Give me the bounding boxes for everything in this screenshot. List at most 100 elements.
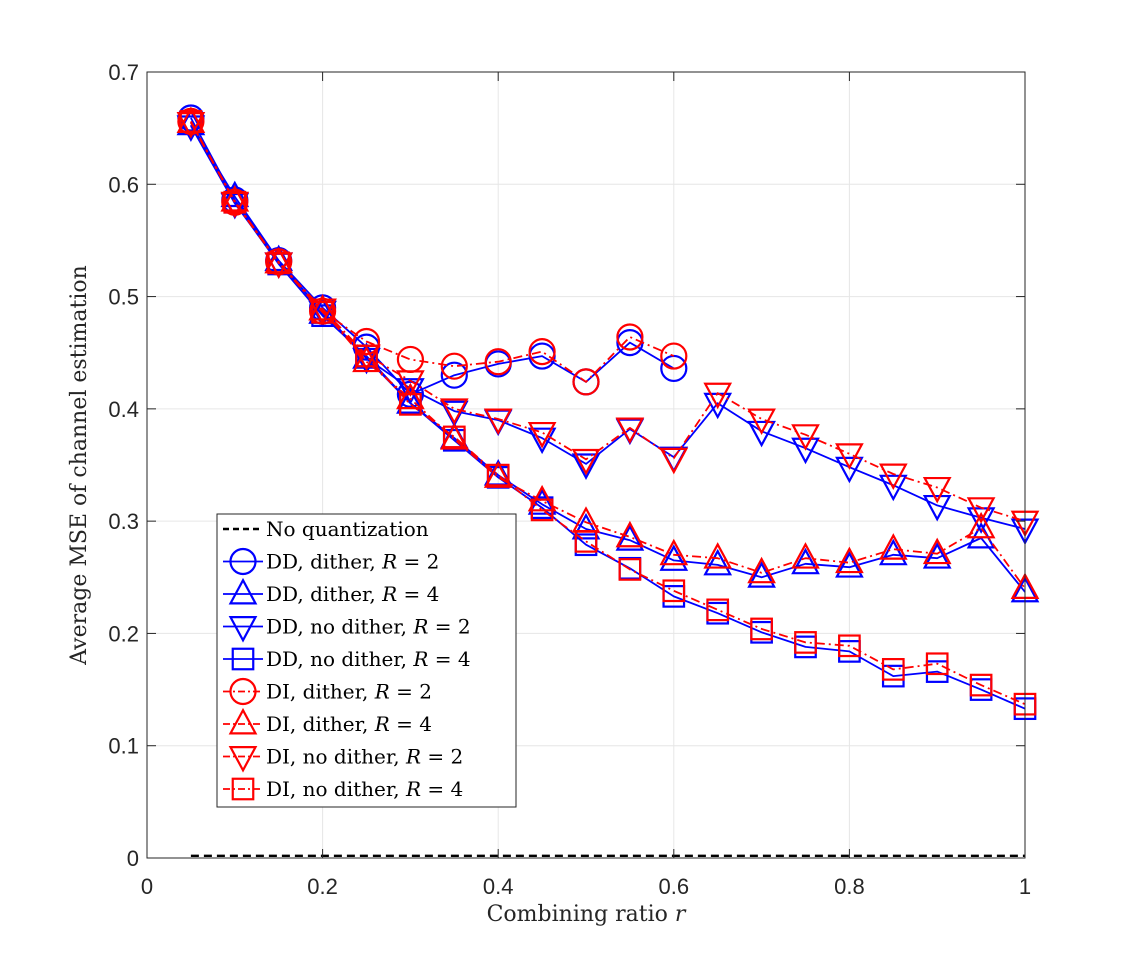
x-tick-label: 0.8 xyxy=(834,874,865,899)
legend-marker xyxy=(228,746,258,773)
data-point-marker xyxy=(571,448,601,476)
data-point-marker xyxy=(618,558,642,581)
legend-marker xyxy=(231,647,255,671)
legend-marker xyxy=(229,547,257,576)
data-point-marker xyxy=(659,544,689,571)
data-point-marker xyxy=(881,658,905,681)
series-di-no-dither-r-4 xyxy=(179,110,1037,716)
data-point-marker xyxy=(922,476,952,504)
series-line xyxy=(190,122,1026,522)
legend-item-di-no-dither-r-2: DI, no dither, R = 2 xyxy=(223,745,463,773)
data-point-marker xyxy=(966,497,996,524)
legend-marker xyxy=(228,616,258,643)
data-point-marker xyxy=(439,423,469,450)
data-point-marker xyxy=(615,417,645,445)
legend-label: DD, no dither, R = 2 xyxy=(266,615,471,639)
legend-item-dd-no-dither-r-2: DD, no dither, R = 2 xyxy=(223,615,471,643)
data-point-marker xyxy=(878,538,908,566)
data-point-marker xyxy=(791,547,820,575)
data-point-marker xyxy=(659,538,689,566)
y-tick-label: 0.1 xyxy=(108,734,139,759)
legend-label: DD, dither, R = 2 xyxy=(266,550,439,574)
x-tick-label: 0 xyxy=(141,874,153,899)
data-point-marker xyxy=(922,542,952,569)
data-point-marker xyxy=(969,673,993,697)
data-point-marker xyxy=(925,652,949,676)
data-point-marker xyxy=(396,378,425,405)
legend-marker xyxy=(228,707,258,735)
series-layer xyxy=(176,104,1040,857)
data-point-marker xyxy=(308,293,337,321)
legend-item-no-quantization: No quantization xyxy=(223,517,429,541)
data-point-marker xyxy=(530,498,554,522)
data-point-marker xyxy=(747,561,776,588)
data-point-marker xyxy=(791,437,820,465)
data-point-marker xyxy=(791,424,820,451)
legend-label: DI, dither, R = 4 xyxy=(266,712,432,736)
data-point-marker xyxy=(352,345,381,373)
y-tick-label: 0.7 xyxy=(108,60,139,85)
data-point-marker xyxy=(308,298,337,325)
legend-item-di-dither-r-2: DI, dither, R = 2 xyxy=(223,677,432,706)
ticks: 0 0.2 0.4 0.6 0.8 1 0 0.1 0.2 0.3 0.4 0.5 0.6 0.7 xyxy=(108,60,1031,899)
legend-item-dd-dither-r-4: DD, dither, R = 4 xyxy=(223,577,439,606)
legend-label: DI, no dither, R = 4 xyxy=(266,777,463,801)
data-point-marker xyxy=(442,425,466,449)
data-point-marker xyxy=(922,494,952,522)
data-point-marker xyxy=(616,323,644,351)
data-point-marker xyxy=(440,352,468,380)
data-point-marker xyxy=(835,551,864,578)
data-point-marker xyxy=(835,546,864,574)
legend-label: No quantization xyxy=(266,517,429,541)
data-point-marker xyxy=(220,185,250,212)
data-point-marker xyxy=(703,542,733,569)
data-point-marker xyxy=(571,453,601,480)
data-point-marker xyxy=(966,521,996,549)
data-point-marker xyxy=(176,115,206,142)
data-point-marker xyxy=(483,408,513,436)
legend-item-dd-dither-r-2: DD, dither, R = 2 xyxy=(223,547,439,576)
y-tick-label: 0 xyxy=(127,846,139,871)
data-point-marker xyxy=(838,634,861,658)
x-tick-label: 0.6 xyxy=(659,874,690,899)
data-point-marker xyxy=(750,617,773,641)
data-point-marker xyxy=(439,398,469,425)
legend-marker xyxy=(229,677,257,706)
data-point-marker xyxy=(922,537,952,565)
y-tick-label: 0.3 xyxy=(108,509,139,534)
data-point-marker xyxy=(267,251,291,275)
data-point-marker xyxy=(176,112,206,139)
x-tick-label: 0.2 xyxy=(307,874,338,899)
data-point-marker xyxy=(484,348,512,376)
data-point-marker xyxy=(527,488,557,515)
legend-item-dd-no-dither-r-4: DD, no dither, R = 4 xyxy=(223,647,471,671)
data-point-marker xyxy=(747,420,776,448)
y-tick-label: 0.5 xyxy=(108,285,139,310)
data-point-marker xyxy=(527,421,557,449)
data-point-marker xyxy=(794,631,817,654)
data-point-marker xyxy=(615,520,645,548)
axes-box xyxy=(146,71,1026,859)
x-tick-label: 0.4 xyxy=(483,874,514,899)
x-tick-label: 1 xyxy=(1019,874,1031,899)
y-tick-label: 0.6 xyxy=(108,172,139,197)
data-point-marker xyxy=(659,447,689,475)
data-point-marker xyxy=(660,342,688,370)
y-axis-title: Average MSE of channel estimation xyxy=(67,265,92,666)
data-point-marker xyxy=(747,556,776,584)
legend-label: DD, dither, R = 4 xyxy=(266,582,439,606)
data-point-marker xyxy=(574,530,598,553)
data-point-marker xyxy=(878,474,908,502)
data-point-marker xyxy=(571,512,601,540)
data-point-marker xyxy=(396,370,425,397)
legend-box xyxy=(216,513,517,808)
data-point-marker xyxy=(835,443,864,470)
legend-item-di-no-dither-r-4: DI, no dither, R = 4 xyxy=(223,777,463,801)
data-point-marker xyxy=(706,598,730,622)
legend-label: DD, no dither, R = 4 xyxy=(266,647,471,671)
data-point-marker xyxy=(486,463,510,487)
legend-marker xyxy=(231,777,255,801)
data-point-marker xyxy=(662,579,686,603)
data-point-marker xyxy=(440,361,468,389)
